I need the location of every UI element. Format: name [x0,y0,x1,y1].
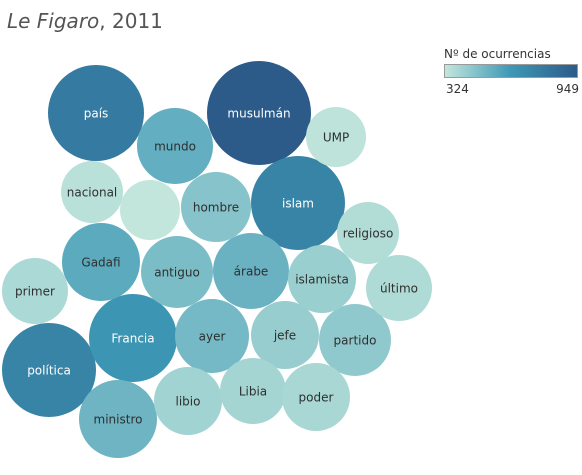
bubble-circle[interactable] [79,380,157,458]
bubble-circle[interactable] [366,255,432,321]
bubble-circle[interactable] [181,172,251,242]
bubble-circle[interactable] [282,363,350,431]
bubble-label: política [27,364,71,378]
bubble-circle[interactable] [319,304,391,376]
bubble-label: jefe [273,329,296,343]
bubble-label: Francia [111,332,154,346]
bubble-ump[interactable]: UMP [306,107,366,167]
bubble-arabe[interactable]: árabe [213,233,289,309]
bubble-label: último [380,282,418,296]
bubble-circle[interactable] [306,107,366,167]
bubble-circle[interactable] [251,156,345,250]
bubble-circle[interactable] [89,294,177,382]
bubble-jefe[interactable]: jefe [251,301,319,369]
bubble-label: primer [15,285,55,299]
bubble-circle[interactable] [213,233,289,309]
bubble-label: UMP [323,131,349,145]
bubble-unlabeled[interactable] [120,180,180,240]
bubble-circle[interactable] [61,161,123,223]
bubble-label: árabe [234,265,269,279]
bubble-circle[interactable] [175,299,249,373]
bubble-circle[interactable] [2,323,96,417]
bubble-circle[interactable] [220,358,286,424]
bubble-circle[interactable] [2,258,68,324]
bubble-francia[interactable]: Francia [89,294,177,382]
bubble-label: hombre [193,201,239,215]
bubble-politica[interactable]: política [2,323,96,417]
chart-title-rest: , 2011 [99,9,163,33]
bubble-label: libio [176,395,201,409]
bubble-libio[interactable]: libio [154,367,222,435]
bubble-ultimo[interactable]: último [366,255,432,321]
bubble-musulman[interactable]: musulmán [207,61,311,165]
bubble-label: musulmán [227,107,290,121]
bubble-ayer[interactable]: ayer [175,299,249,373]
bubble-label: antiguo [154,266,200,280]
bubble-label: partido [334,334,377,348]
bubble-gadafi[interactable]: Gadafi [62,223,140,301]
bubble-label: islamista [295,273,349,287]
bubble-label: ayer [199,330,226,344]
bubble-label: país [84,107,109,121]
bubble-label: Libia [239,385,267,399]
bubble-circle[interactable] [154,367,222,435]
chart-title-italic: Le Figaro [7,9,100,33]
bubble-primer[interactable]: primer [2,258,68,324]
bubble-islam[interactable]: islam [251,156,345,250]
legend-title: Nº de ocurrencias [444,47,551,61]
bubble-circle[interactable] [62,223,140,301]
bubble-ministro[interactable]: ministro [79,380,157,458]
chart-title: Le Figaro, 2011 [7,9,163,33]
bubble-partido[interactable]: partido [319,304,391,376]
bubble-pais[interactable]: país [48,65,144,161]
bubble-label: nacional [67,186,118,200]
bubble-circle[interactable] [120,180,180,240]
bubble-circle[interactable] [137,108,213,184]
bubble-religioso[interactable]: religioso [337,202,399,264]
bubble-poder[interactable]: poder [282,363,350,431]
bubble-mundo[interactable]: mundo [137,108,213,184]
bubble-circle[interactable] [337,202,399,264]
legend-max-label: 949 [556,82,579,96]
bubble-label: islam [282,197,314,211]
bubble-libia[interactable]: Libia [220,358,286,424]
color-legend: Nº de ocurrencias 324 949 [444,47,579,96]
legend-min-label: 324 [446,82,469,96]
bubble-label: Gadafi [81,256,120,270]
bubble-hombre[interactable]: hombre [181,172,251,242]
bubble-islamista[interactable]: islamista [288,245,356,313]
bubble-circle[interactable] [141,236,213,308]
bubble-circle[interactable] [48,65,144,161]
bubble-nacional[interactable]: nacional [61,161,123,223]
bubble-label: mundo [154,140,196,154]
bubble-circle[interactable] [288,245,356,313]
bubble-circle[interactable] [251,301,319,369]
bubble-label: ministro [94,413,143,427]
legend-gradient-bar [444,64,578,78]
bubble-antiguo[interactable]: antiguo [141,236,213,308]
bubble-label: religioso [343,227,394,241]
bubble-label: poder [299,391,334,405]
bubble-circle[interactable] [207,61,311,165]
